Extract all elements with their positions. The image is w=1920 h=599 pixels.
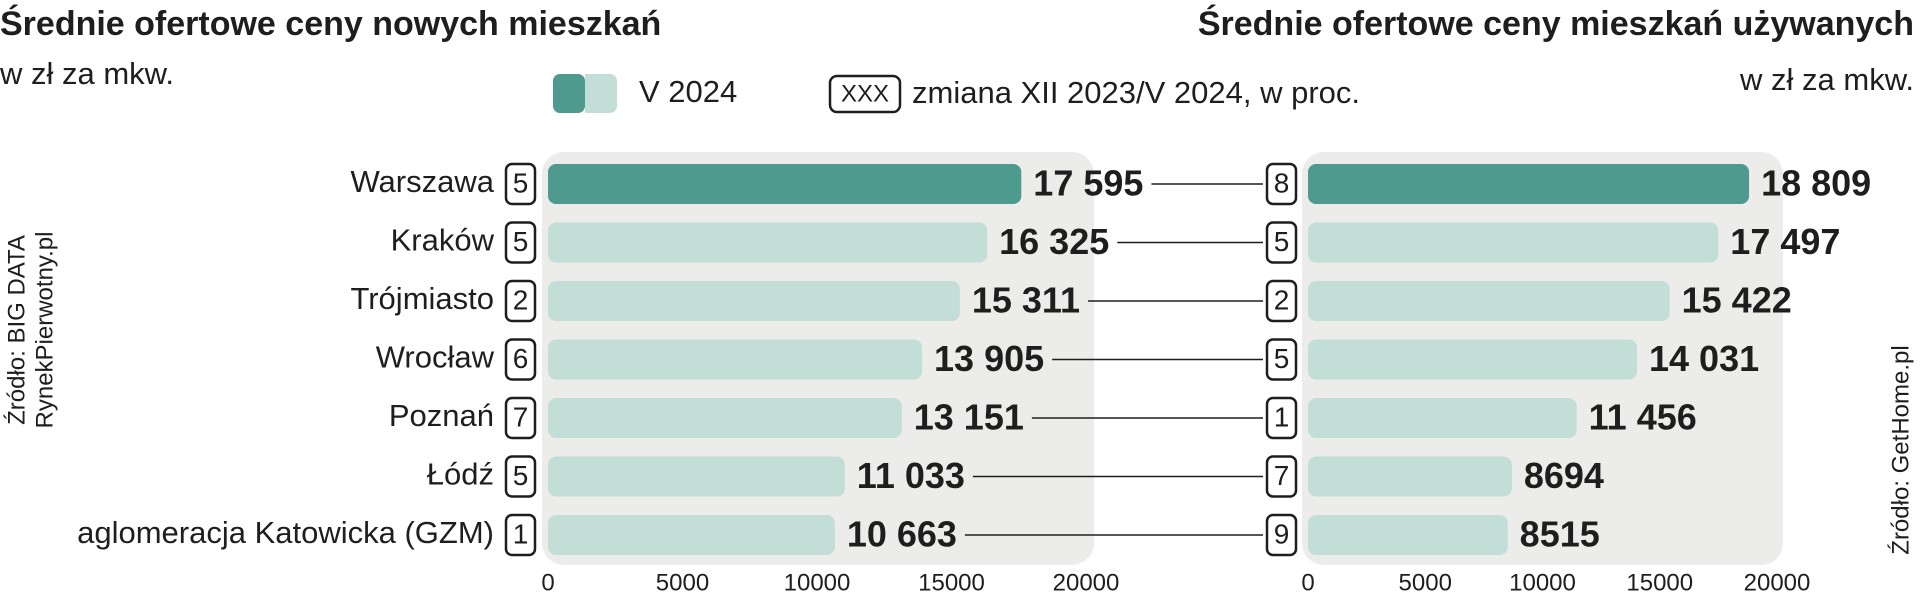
change-label: 7	[1274, 460, 1290, 491]
bar	[548, 164, 1022, 204]
x-tick-label: 20000	[1053, 569, 1120, 596]
chart-subtitle: w zł za mkw.	[0, 56, 174, 91]
x-tick-label: 20000	[1744, 569, 1811, 596]
bar	[1308, 398, 1577, 438]
value-label: 11 456	[1589, 397, 1697, 438]
bar	[1308, 339, 1638, 380]
change-badge	[504, 338, 537, 381]
value-label: 13 151	[914, 397, 1024, 438]
change-badge	[1265, 396, 1298, 440]
bar	[1308, 222, 1719, 263]
change-badge	[1265, 338, 1298, 381]
change-label: 7	[513, 401, 529, 432]
x-tick-label: 15000	[918, 569, 985, 596]
change-badge	[1265, 279, 1298, 323]
chart-title: Średnie ofertowe ceny mieszkań używanych	[1198, 5, 1914, 43]
value-label: 11 033	[857, 455, 965, 496]
bar	[548, 398, 902, 438]
legend-label: zmiana XII 2023/V 2024, w proc.	[912, 75, 1360, 110]
source-note: RynekPierwotny.pl	[31, 232, 58, 429]
change-badge	[504, 279, 537, 323]
bar	[548, 222, 988, 263]
change-label: 1	[1274, 401, 1290, 432]
legend-badge-text: XXX	[841, 80, 889, 107]
value-label: 13 905	[934, 338, 1044, 379]
category-label: Łódź	[427, 457, 494, 492]
x-tick-label: 15000	[1626, 569, 1693, 596]
bar	[548, 515, 835, 555]
value-label: 18 809	[1761, 163, 1871, 204]
change-badge	[1265, 455, 1298, 498]
source-note: Źródło: BIG DATA	[3, 235, 30, 425]
legend-badge	[828, 74, 902, 114]
legend-label: V 2024	[639, 74, 737, 109]
change-label: 6	[513, 343, 529, 374]
change-badge	[504, 513, 537, 557]
change-badge	[504, 221, 537, 264]
bar	[548, 281, 960, 321]
x-tick-label: 10000	[1509, 569, 1576, 596]
category-label: aglomeracja Katowicka (GZM)	[77, 515, 494, 550]
change-label: 2	[513, 284, 529, 315]
change-badge	[504, 396, 537, 440]
value-label: 10 663	[847, 514, 957, 555]
change-label: 5	[1274, 343, 1290, 374]
legend-swatch	[585, 74, 593, 113]
change-label: 9	[1274, 518, 1290, 549]
category-label: Wrocław	[376, 340, 495, 375]
bar	[548, 339, 923, 380]
category-label: Warszawa	[350, 164, 494, 199]
value-label: 8515	[1520, 514, 1600, 555]
category-label: Poznań	[389, 398, 494, 433]
value-label: 8694	[1524, 455, 1604, 496]
value-label: 17 497	[1730, 221, 1840, 262]
x-tick-label: 10000	[784, 569, 851, 596]
value-label: 16 325	[999, 221, 1109, 262]
change-label: 8	[1274, 167, 1290, 198]
change-badge	[1265, 513, 1298, 557]
change-label: 5	[513, 226, 529, 257]
bar	[1308, 164, 1750, 204]
x-tick-label: 5000	[1399, 569, 1452, 596]
value-label: 15 422	[1682, 280, 1792, 321]
x-tick-label: 0	[1301, 569, 1314, 596]
change-badge	[1265, 221, 1298, 264]
x-tick-label: 0	[541, 569, 554, 596]
change-label: 1	[513, 518, 529, 549]
change-badge	[1265, 162, 1298, 206]
bar	[1308, 456, 1512, 497]
value-label: 15 311	[972, 280, 1080, 321]
chart-subtitle: w zł za mkw.	[1739, 62, 1914, 97]
category-label: Trójmiasto	[350, 281, 494, 316]
change-label: 2	[1274, 284, 1290, 315]
change-label: 5	[513, 167, 529, 198]
change-label: 5	[1274, 226, 1290, 257]
change-label: 5	[513, 460, 529, 491]
source-note: Źródło: GetHome.pl	[1887, 345, 1914, 554]
legend-swatch	[553, 74, 585, 113]
bar	[1308, 515, 1508, 555]
value-label: 14 031	[1649, 338, 1759, 379]
bar	[548, 456, 845, 497]
bar	[1308, 281, 1670, 321]
value-label: 17 595	[1033, 163, 1143, 204]
chart-title: Średnie ofertowe ceny nowych mieszkań	[0, 5, 661, 43]
change-badge	[504, 455, 537, 498]
x-tick-label: 5000	[656, 569, 709, 596]
category-label: Kraków	[391, 223, 495, 258]
change-badge	[504, 162, 537, 206]
